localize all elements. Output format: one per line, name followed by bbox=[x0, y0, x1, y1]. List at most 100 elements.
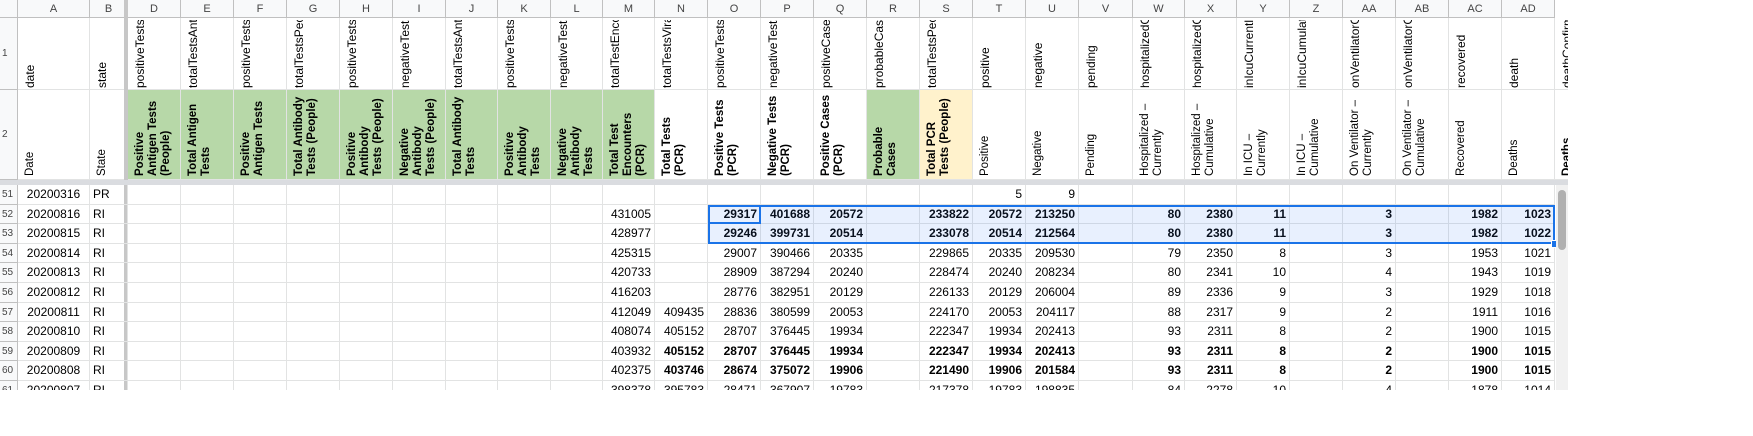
data-cell[interactable]: 5 bbox=[973, 185, 1026, 205]
select-all-corner[interactable] bbox=[0, 0, 18, 18]
data-cell[interactable]: 20240 bbox=[814, 263, 867, 283]
data-cell[interactable]: 20200807 bbox=[18, 381, 90, 390]
column-header-ad[interactable]: AD bbox=[1502, 0, 1555, 18]
data-cell[interactable]: 367907 bbox=[761, 381, 814, 390]
data-cell[interactable] bbox=[920, 185, 973, 205]
data-cell[interactable] bbox=[234, 322, 287, 342]
data-cell[interactable] bbox=[1290, 283, 1343, 303]
data-cell[interactable]: RI bbox=[90, 322, 128, 342]
data-cell[interactable]: 28776 bbox=[708, 283, 761, 303]
data-cell[interactable]: 409435 bbox=[655, 302, 708, 323]
data-cell[interactable]: 1016 bbox=[1502, 302, 1555, 323]
frozen-row-divider[interactable] bbox=[0, 180, 1568, 185]
data-cell[interactable]: 1900 bbox=[1449, 341, 1502, 362]
data-cell[interactable]: RI bbox=[90, 263, 128, 283]
data-cell[interactable] bbox=[551, 263, 603, 283]
data-cell[interactable] bbox=[498, 224, 551, 244]
data-cell[interactable]: 29007 bbox=[708, 243, 761, 264]
column-header-w[interactable]: W bbox=[1133, 0, 1185, 18]
data-cell[interactable] bbox=[1133, 185, 1185, 205]
data-cell[interactable]: 1900 bbox=[1449, 361, 1502, 381]
data-cell[interactable] bbox=[393, 361, 446, 381]
data-cell[interactable] bbox=[446, 263, 498, 283]
data-cell[interactable]: 204117 bbox=[1026, 302, 1079, 323]
row-header[interactable]: 2 bbox=[0, 90, 18, 180]
row-header[interactable]: 59 bbox=[0, 341, 18, 362]
data-cell[interactable]: 425315 bbox=[603, 243, 655, 264]
data-cell[interactable]: 20200316 bbox=[18, 185, 90, 205]
data-cell[interactable] bbox=[446, 283, 498, 303]
data-cell[interactable] bbox=[1396, 283, 1449, 303]
data-cell[interactable]: 405152 bbox=[655, 341, 708, 362]
data-cell[interactable] bbox=[181, 341, 234, 362]
data-cell[interactable]: 403932 bbox=[603, 341, 655, 362]
data-cell[interactable] bbox=[498, 185, 551, 205]
data-cell[interactable]: 380599 bbox=[761, 302, 814, 323]
data-cell[interactable]: 19906 bbox=[814, 361, 867, 381]
data-cell[interactable] bbox=[867, 185, 920, 205]
data-cell[interactable] bbox=[446, 204, 498, 225]
data-cell[interactable] bbox=[393, 263, 446, 283]
data-cell[interactable] bbox=[1290, 185, 1343, 205]
data-cell[interactable] bbox=[234, 185, 287, 205]
data-cell[interactable]: 1019 bbox=[1502, 263, 1555, 283]
data-cell[interactable] bbox=[867, 381, 920, 390]
data-cell[interactable] bbox=[1079, 361, 1133, 381]
data-cell[interactable]: 28471 bbox=[708, 381, 761, 390]
data-cell[interactable] bbox=[340, 185, 393, 205]
data-cell[interactable]: 3 bbox=[1343, 283, 1396, 303]
row-header[interactable]: 58 bbox=[0, 322, 18, 342]
column-header-l[interactable]: L bbox=[551, 0, 603, 18]
data-cell[interactable] bbox=[234, 263, 287, 283]
data-cell[interactable]: 202413 bbox=[1026, 322, 1079, 342]
data-cell[interactable]: 9 bbox=[1237, 283, 1290, 303]
data-cell[interactable] bbox=[287, 381, 340, 390]
data-cell[interactable]: 416203 bbox=[603, 283, 655, 303]
data-cell[interactable] bbox=[234, 243, 287, 264]
data-cell[interactable] bbox=[446, 341, 498, 362]
data-cell[interactable]: 2 bbox=[1343, 302, 1396, 323]
data-cell[interactable]: 1982 bbox=[1449, 204, 1502, 225]
data-cell[interactable]: 28707 bbox=[708, 322, 761, 342]
column-header-e[interactable]: E bbox=[181, 0, 234, 18]
data-cell[interactable] bbox=[446, 322, 498, 342]
data-cell[interactable]: 4 bbox=[1343, 381, 1396, 390]
data-cell[interactable] bbox=[340, 243, 393, 264]
data-cell[interactable] bbox=[1396, 341, 1449, 362]
row-header[interactable]: 57 bbox=[0, 302, 18, 323]
data-cell[interactable] bbox=[761, 185, 814, 205]
data-cell[interactable]: 408074 bbox=[603, 322, 655, 342]
data-cell[interactable] bbox=[498, 263, 551, 283]
data-cell[interactable]: 10 bbox=[1237, 381, 1290, 390]
data-cell[interactable]: 20240 bbox=[973, 263, 1026, 283]
data-cell[interactable]: 20572 bbox=[814, 204, 867, 225]
data-cell[interactable]: 2278 bbox=[1185, 381, 1237, 390]
column-header-n[interactable]: N bbox=[655, 0, 708, 18]
data-cell[interactable] bbox=[393, 302, 446, 323]
data-cell[interactable]: 382951 bbox=[761, 283, 814, 303]
row-header[interactable]: 56 bbox=[0, 283, 18, 303]
data-cell[interactable] bbox=[867, 302, 920, 323]
column-header-aa[interactable]: AA bbox=[1343, 0, 1396, 18]
active-cell-o52[interactable] bbox=[708, 204, 761, 225]
column-header-t[interactable]: T bbox=[973, 0, 1026, 18]
column-header-d[interactable]: D bbox=[128, 0, 181, 18]
data-cell[interactable]: 198835 bbox=[1026, 381, 1079, 390]
row-header[interactable]: 54 bbox=[0, 243, 18, 264]
data-cell[interactable]: 20200810 bbox=[18, 322, 90, 342]
data-cell[interactable]: 8 bbox=[1237, 243, 1290, 264]
data-cell[interactable]: 398378 bbox=[603, 381, 655, 390]
data-cell[interactable]: 80 bbox=[1133, 263, 1185, 283]
data-cell[interactable]: 2 bbox=[1343, 341, 1396, 362]
data-cell[interactable]: 20572 bbox=[973, 204, 1026, 225]
row-header[interactable]: 52 bbox=[0, 204, 18, 225]
data-cell[interactable]: 1929 bbox=[1449, 283, 1502, 303]
data-cell[interactable]: 19906 bbox=[973, 361, 1026, 381]
data-cell[interactable]: 375072 bbox=[761, 361, 814, 381]
data-cell[interactable] bbox=[1079, 243, 1133, 264]
data-cell[interactable]: 20200808 bbox=[18, 361, 90, 381]
data-cell[interactable]: 19934 bbox=[973, 341, 1026, 362]
data-cell[interactable]: RI bbox=[90, 283, 128, 303]
data-cell[interactable]: 390466 bbox=[761, 243, 814, 264]
column-header-b[interactable]: B bbox=[90, 0, 128, 18]
